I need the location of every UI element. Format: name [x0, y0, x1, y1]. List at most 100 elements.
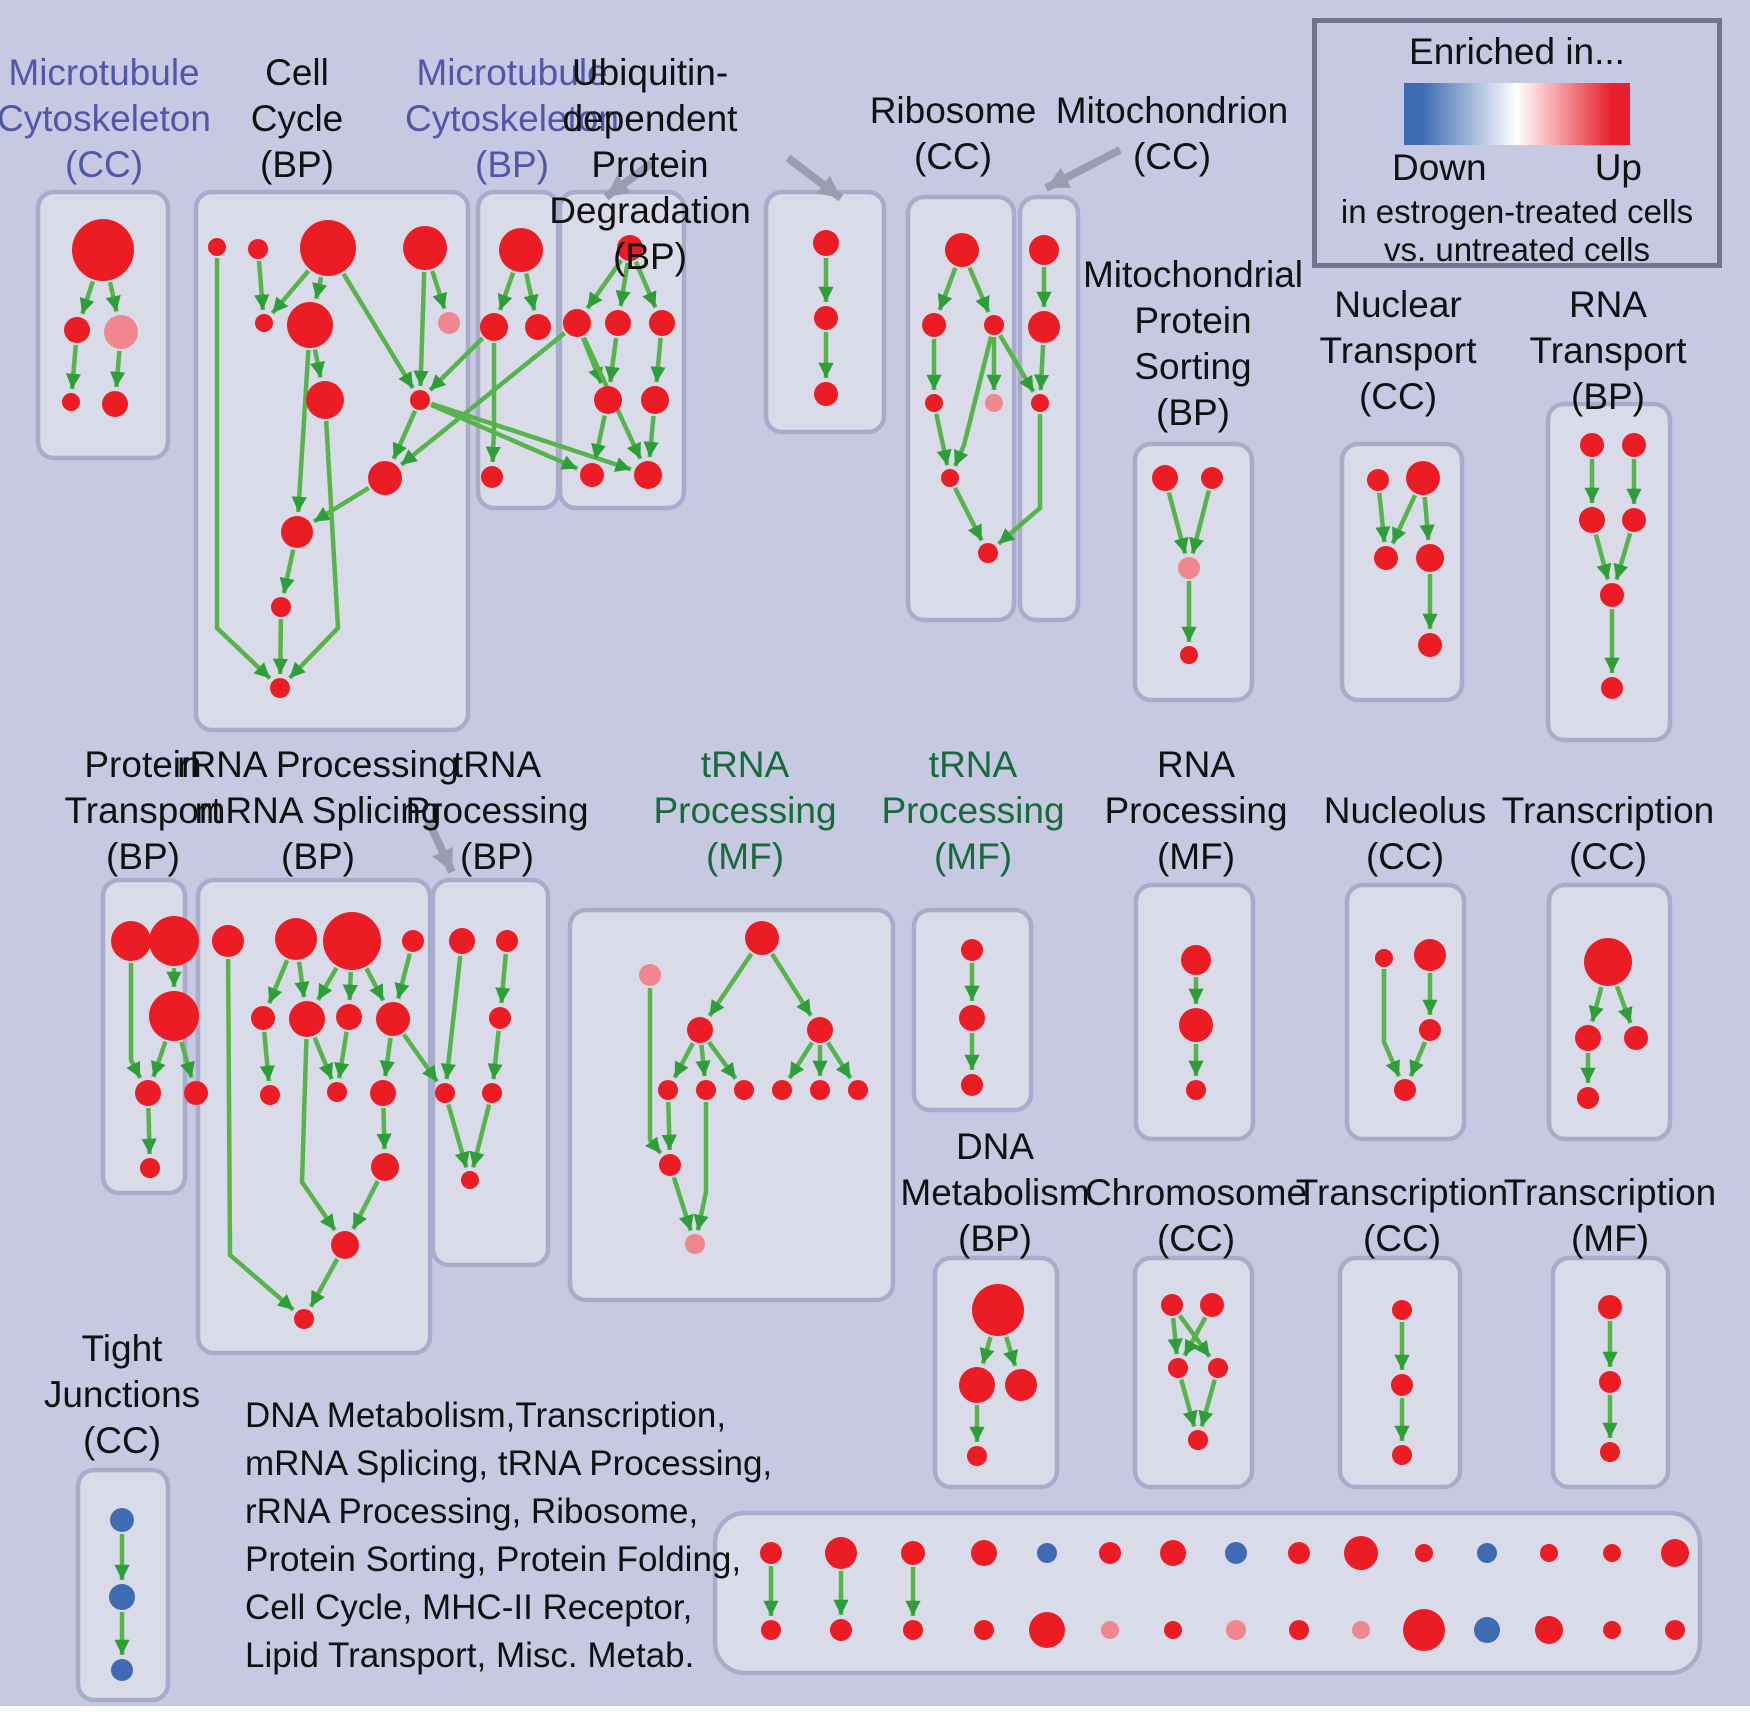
node-n3 [1394, 1079, 1416, 1101]
edge-m2-m6 [707, 1040, 738, 1081]
edge-r5-r9 [312, 1036, 334, 1080]
pointer-arrow-mitochondrion [1044, 146, 1122, 192]
node-z0 [110, 1508, 134, 1532]
edge-g2-f6 [997, 414, 1043, 546]
node-wb6 [1101, 1621, 1119, 1639]
edge-b9-b10 [312, 485, 370, 524]
cluster-label-trna-bp: tRNA Processing (BP) [405, 744, 589, 877]
node-v3 [967, 1446, 987, 1466]
node-wb15 [1665, 1620, 1685, 1640]
edge-r5-r12 [299, 1038, 337, 1232]
edge-m0-m10 [645, 988, 663, 1155]
edge-b11-b12 [272, 618, 289, 675]
node-g0 [1029, 235, 1059, 265]
node-wb11 [1403, 1609, 1445, 1651]
edge-w0-w2 [1167, 1317, 1183, 1355]
node-wb14 [1603, 1621, 1621, 1639]
edge-w1-w2 [1182, 1316, 1208, 1357]
node-c2 [525, 314, 551, 340]
edge-r2-r5 [316, 966, 339, 1002]
node-v0 [972, 1284, 1024, 1336]
node-e0 [813, 230, 839, 256]
node-g1 [1028, 311, 1060, 343]
cluster-label-tight-junctions: Tight Junctions (CC) [43, 1328, 201, 1461]
node-wb4 [974, 1620, 994, 1640]
node-wt2 [825, 1537, 857, 1569]
edge-b3-b6 [430, 270, 448, 310]
node-f6 [978, 543, 998, 563]
cluster-box-chromosome [1132, 1255, 1255, 1490]
node-s3 [1577, 1087, 1599, 1109]
node-t4 [482, 1083, 502, 1103]
cluster-box-microtubule-cc [35, 189, 171, 461]
node-wt11 [1415, 1544, 1433, 1562]
edge-c1-c3 [485, 343, 501, 463]
node-wt15 [1661, 1539, 1689, 1567]
node-wb2 [830, 1619, 852, 1641]
node-t0 [449, 928, 475, 954]
pointer-arrow-ubiquitin-right [785, 154, 844, 202]
node-m6 [734, 1080, 754, 1100]
pointer-arrow-trna-bp [424, 818, 456, 874]
node-c0 [499, 228, 543, 272]
edge-i0-i2 [1375, 492, 1391, 543]
node-r9 [327, 1082, 347, 1102]
cluster-label-dna-metabolism: DNA Metabolism (BP) [900, 1126, 1090, 1259]
node-b3 [403, 226, 447, 270]
cluster-label-transcription-mf: Transcription (MF) [1503, 1172, 1717, 1259]
cluster-label-trna-mf-1: tRNA Processing (MF) [653, 744, 837, 877]
edge-r11-r12 [351, 1180, 380, 1231]
cluster-label-mt-bp: Microtubule Cytoskeleton (BP) [405, 52, 619, 185]
node-a1 [64, 317, 90, 343]
node-r0 [212, 925, 244, 957]
cluster-label-transcription-cc-mid: Transcription (CC) [1501, 790, 1715, 877]
node-r11 [371, 1153, 399, 1181]
node-j1 [1622, 433, 1646, 457]
node-z1 [109, 1584, 135, 1610]
edge-m2-m5 [695, 1044, 711, 1077]
node-r1 [275, 918, 317, 960]
node-b11 [271, 597, 291, 617]
edge-b0-b12 [214, 258, 272, 680]
cluster-label-transcription-cc-bot: Transcription (CC) [1295, 1172, 1509, 1259]
node-h1 [1201, 467, 1223, 489]
node-wt6 [1099, 1542, 1121, 1564]
node-m7 [772, 1080, 792, 1100]
node-f4 [985, 394, 1003, 412]
edge-b2-b4 [270, 269, 311, 315]
node-j3 [1622, 508, 1646, 532]
legend-gradient [1404, 83, 1630, 145]
node-j5 [1601, 677, 1623, 699]
edge-m1-m3 [770, 952, 813, 1017]
legend-subtitle-1: in estrogen-treated cells [1340, 193, 1694, 230]
node-m3 [807, 1017, 833, 1043]
node-h0 [1152, 465, 1178, 491]
edge-r0-r13 [225, 958, 295, 1312]
node-i4 [1418, 633, 1442, 657]
node-i3 [1416, 544, 1444, 572]
edge-b5-b7 [309, 349, 325, 378]
edge-d4-d6 [591, 415, 607, 460]
node-p4 [184, 1081, 208, 1105]
node-m0 [639, 964, 661, 986]
node-wb10 [1352, 1621, 1370, 1639]
edge-p0-p3 [126, 963, 143, 1079]
edge-j3-j4 [1613, 532, 1633, 581]
cluster-label-chromosome: Chromosome (CC) [1084, 1172, 1308, 1259]
node-u2 [961, 1074, 983, 1096]
node-w4 [1188, 1430, 1208, 1450]
cluster-label-mitochondrion: Mitochondrion (CC) [1055, 90, 1289, 177]
edge-h1-h2 [1189, 490, 1211, 555]
node-wt13 [1540, 1544, 1558, 1562]
cluster-box-nuclear-transport [1339, 441, 1465, 703]
edge-b1-b4 [254, 260, 270, 311]
node-b7 [306, 381, 344, 419]
node-j4 [1600, 583, 1624, 607]
edge-d0-d3 [633, 260, 658, 309]
node-x2 [1392, 1445, 1412, 1465]
node-b5 [287, 302, 333, 348]
node-d0 [617, 235, 643, 261]
node-wt10 [1344, 1536, 1378, 1570]
edge-a0-a1 [79, 280, 95, 315]
node-b2 [300, 220, 356, 276]
